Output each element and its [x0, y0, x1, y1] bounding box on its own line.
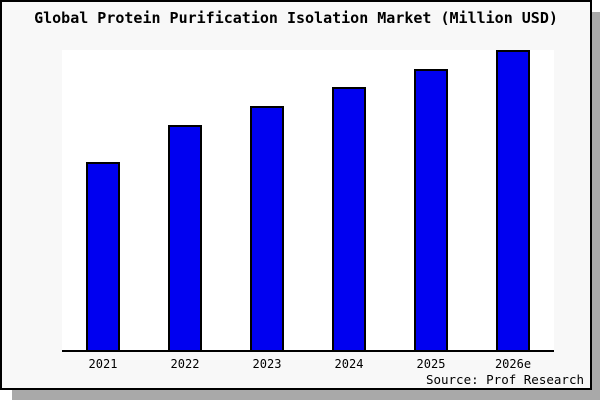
x-tick-label-2025: 2025 [416, 357, 446, 371]
bar-2025 [414, 69, 448, 350]
source-caption: Source: Prof Research [425, 372, 584, 387]
chart-title: Global Protein Purification Isolation Ma… [34, 9, 558, 27]
chart-frame: Global Protein Purification Isolation Ma… [0, 0, 592, 390]
bar-2023 [250, 106, 284, 350]
plot-area [62, 50, 554, 352]
x-tick-label-2023: 2023 [252, 357, 282, 371]
x-tick-label-2021: 2021 [88, 357, 118, 371]
bar-2024 [332, 87, 366, 350]
bar-2026e [496, 50, 530, 350]
x-tick-label-2022: 2022 [170, 357, 200, 371]
bar-2021 [86, 162, 120, 350]
bar-2022 [168, 125, 202, 350]
x-tick-label-2026e: 2026e [494, 357, 532, 371]
x-tick-label-2024: 2024 [334, 357, 364, 371]
